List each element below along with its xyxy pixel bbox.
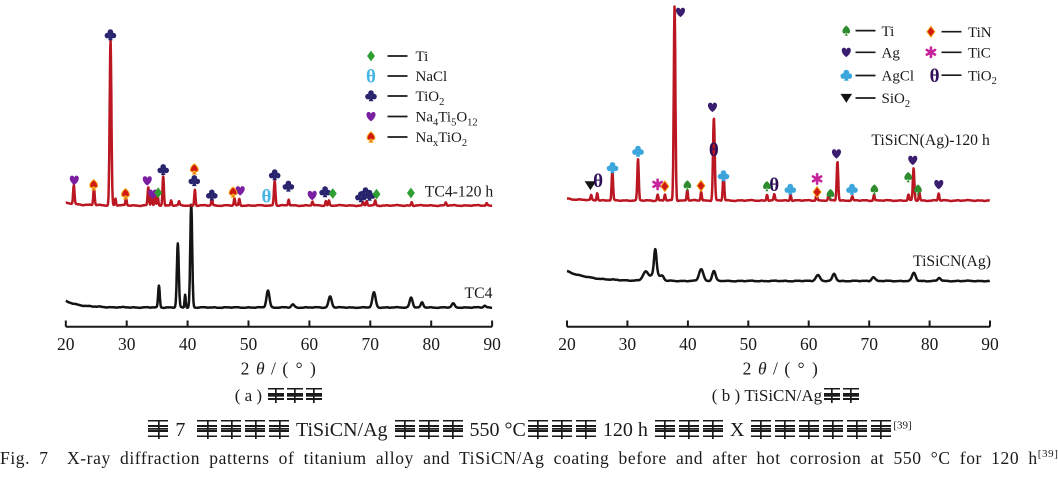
svg-text:80: 80 xyxy=(422,334,440,354)
svg-text:60: 60 xyxy=(800,334,818,354)
svg-text:70: 70 xyxy=(362,334,380,354)
svg-text:2 θ / ( ° ): 2 θ / ( ° ) xyxy=(743,359,820,379)
svg-text:TC4-120 h: TC4-120 h xyxy=(425,184,494,201)
svg-text:SiO2: SiO2 xyxy=(882,91,911,110)
svg-text:θ: θ xyxy=(709,140,719,161)
svg-text:Ti: Ti xyxy=(416,49,429,65)
svg-text:Ti: Ti xyxy=(882,24,895,40)
svg-text:Na4Ti5O12: Na4Ti5O12 xyxy=(416,110,478,129)
svg-text:30: 30 xyxy=(619,334,637,354)
svg-text:Ag: Ag xyxy=(882,46,901,62)
svg-text:θ: θ xyxy=(261,186,271,207)
svg-text:30: 30 xyxy=(118,334,136,354)
svg-text:20: 20 xyxy=(558,334,576,354)
svg-text:TiC: TiC xyxy=(968,46,991,62)
svg-text:θ: θ xyxy=(930,66,940,87)
svg-text:NaxTiO2: NaxTiO2 xyxy=(416,130,468,149)
svg-text:80: 80 xyxy=(921,334,939,354)
svg-text:TiO2: TiO2 xyxy=(968,68,997,87)
svg-text:TiSiCN(Ag)-120 h: TiSiCN(Ag)-120 h xyxy=(871,132,990,149)
svg-text:90: 90 xyxy=(483,334,501,354)
svg-text:TC4: TC4 xyxy=(465,285,493,302)
svg-text:50: 50 xyxy=(740,334,758,354)
svg-text:60: 60 xyxy=(301,334,319,354)
svg-text:θ: θ xyxy=(593,171,603,192)
svg-text:θ: θ xyxy=(366,67,376,88)
svg-text:AgCl: AgCl xyxy=(882,69,915,85)
svg-text:40: 40 xyxy=(679,334,697,354)
svg-text:TiN: TiN xyxy=(968,25,992,41)
svg-text:90: 90 xyxy=(981,334,999,354)
svg-text:70: 70 xyxy=(860,334,878,354)
svg-text:TiSiCN(Ag): TiSiCN(Ag) xyxy=(913,253,991,270)
svg-text:50: 50 xyxy=(240,334,258,354)
svg-text:NaCl: NaCl xyxy=(416,69,448,85)
svg-text:TiO2: TiO2 xyxy=(416,89,445,108)
svg-text:40: 40 xyxy=(179,334,197,354)
svg-text:θ: θ xyxy=(769,175,779,196)
svg-text:2 θ / ( ° ): 2 θ / ( ° ) xyxy=(241,359,318,379)
svg-text:20: 20 xyxy=(57,334,75,354)
